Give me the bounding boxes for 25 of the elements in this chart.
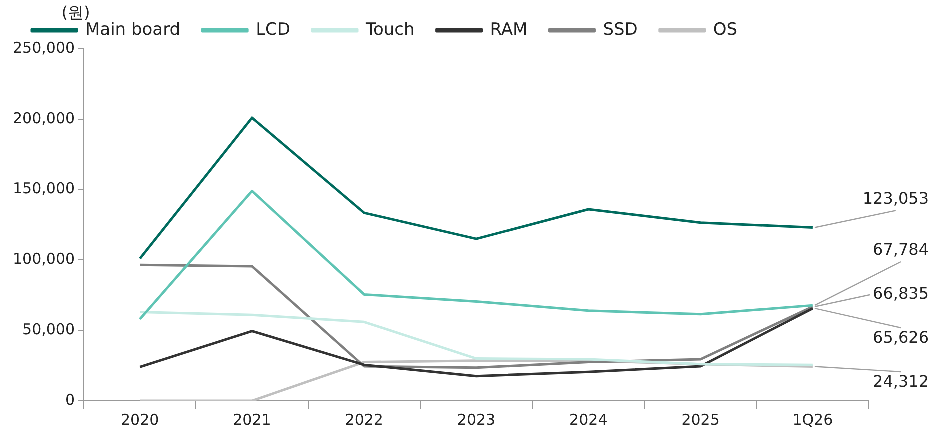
legend-label: LCD [256,20,291,40]
x-tick-label: 2024 [570,410,608,429]
x-tick-label: 2025 [682,410,720,429]
y-tick-label: 200,000 [13,109,76,128]
y-axis-title: (원) [62,3,90,22]
legend-label: Touch [365,20,415,40]
data-label: 65,626 [873,328,929,348]
legend-label: Main board [86,20,181,40]
y-tick-label: 100,000 [13,250,76,268]
y-tick-label: 250,000 [13,38,76,57]
y-tick-label: 50,000 [22,320,76,338]
x-tick-label: 2020 [121,410,160,429]
x-tick-label: 2022 [345,410,384,429]
legend-label: OS [713,20,738,40]
data-label: 123,053 [862,188,929,208]
y-tick-label: 150,000 [13,180,76,198]
y-tick-label: 0 [65,390,76,409]
data-label: 66,835 [873,284,929,304]
legend-label: SSD [603,20,638,40]
legend-label: RAM [490,20,528,40]
data-label: 67,784 [873,240,929,260]
x-tick-label: 2023 [457,410,496,429]
x-tick-label: 2021 [233,410,272,429]
data-label: 24,312 [873,372,929,392]
x-tick-label: 1Q26 [792,410,834,429]
